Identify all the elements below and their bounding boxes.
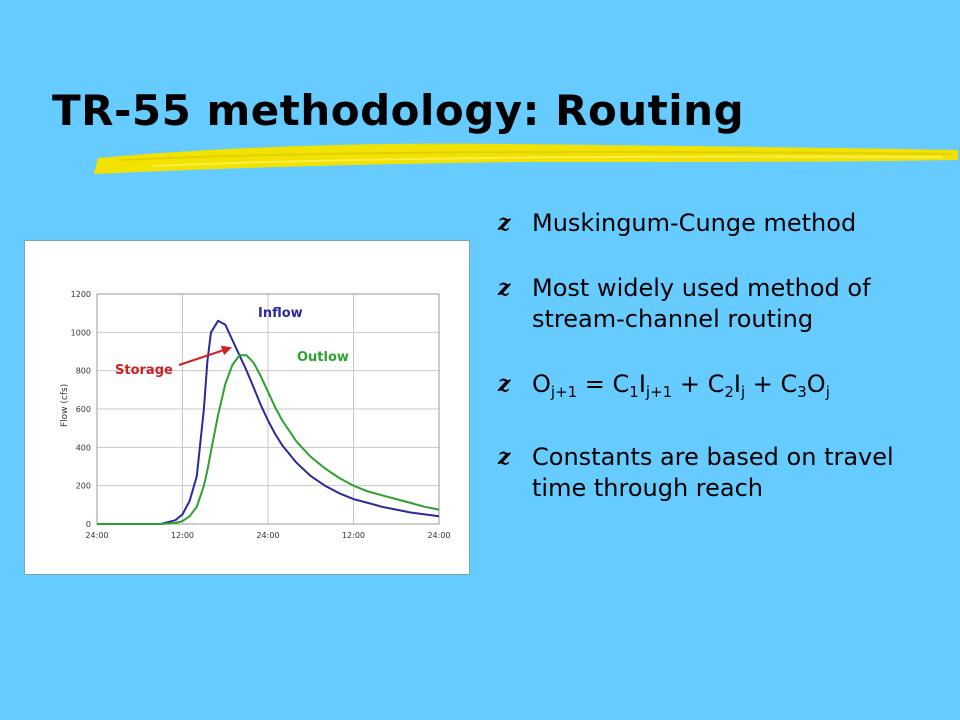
y-tick-label: 800 (76, 367, 91, 376)
y-tick-label: 1200 (71, 290, 91, 299)
eq-part: O (806, 370, 826, 398)
bullet-glyph: z (498, 371, 511, 397)
y-tick-label: 0 (86, 520, 91, 529)
y-tick-label: 400 (76, 443, 91, 452)
eq-sub: j+1 (645, 383, 673, 401)
bullet-glyph: z (498, 275, 511, 301)
bullet-glyph: z (498, 210, 511, 236)
x-tick-label: 24:00 (85, 531, 108, 540)
bullet-text: Muskingum-Cunge method (532, 209, 857, 237)
y-axis-label: Flow (cfs) (60, 384, 70, 427)
y-tick-label: 600 (76, 405, 91, 414)
y-tick-label: 1000 (71, 328, 91, 337)
eq-part: + C (745, 370, 798, 398)
x-tick-label: 12:00 (171, 531, 194, 540)
eq-sub: 3 (797, 383, 807, 401)
series-line-outlow (97, 354, 440, 525)
eq-part: = C (577, 370, 630, 398)
bullet-item: z Most widely used method of stream-chan… (498, 273, 948, 335)
eq-part: O (532, 370, 551, 398)
eq-sub: j (740, 383, 746, 401)
series-line-inflow (97, 319, 440, 525)
storage-arrow (178, 345, 232, 366)
slide-title: TR-55 methodology: Routing (52, 86, 745, 135)
bullet-item: z Muskingum-Cunge method (498, 208, 948, 239)
highlighter-stroke (94, 143, 958, 174)
eq-part: I (733, 370, 741, 398)
x-tick-label: 24:00 (256, 531, 279, 540)
storage-annotation: Storage (115, 363, 173, 378)
legend-outlow-label: Outlow (297, 350, 349, 365)
bullet-item: z Constants are based on travel time thr… (498, 442, 948, 504)
bullet-glyph: z (498, 444, 511, 470)
equation: Oj+1 = C1Ij+1 + C2Ij + C3Oj (532, 370, 830, 401)
hydrograph-chart: 0 200 400 600 800 1000 1200 24:00 12:00 24:00 12:… (24, 240, 470, 575)
x-tick-label: 12:00 (342, 531, 365, 540)
x-tick-label: 24:00 (427, 531, 450, 540)
plot-frame (96, 293, 440, 525)
eq-sub: j (825, 383, 830, 401)
bullet-text: Most widely used method of stream-channe… (532, 274, 871, 333)
y-tick-label: 200 (76, 482, 91, 491)
eq-part: + C (672, 370, 725, 398)
eq-part: I (638, 370, 646, 398)
eq-sub: 2 (724, 383, 734, 401)
bullet-text: Constants are based on travel time throu… (532, 443, 894, 502)
bullet-item-equation: z Oj+1 = C1Ij+1 + C2Ij + C3Oj (498, 369, 948, 408)
eq-sub: j+1 (550, 383, 578, 401)
eq-sub: 1 (629, 383, 639, 401)
bullet-list: z Muskingum-Cunge method z Most widely u… (498, 208, 948, 538)
hydrograph-svg: 0 200 400 600 800 1000 1200 24:00 12:00 24:00 12:… (60, 290, 451, 540)
legend-inflow-label: Inflow (258, 306, 303, 321)
